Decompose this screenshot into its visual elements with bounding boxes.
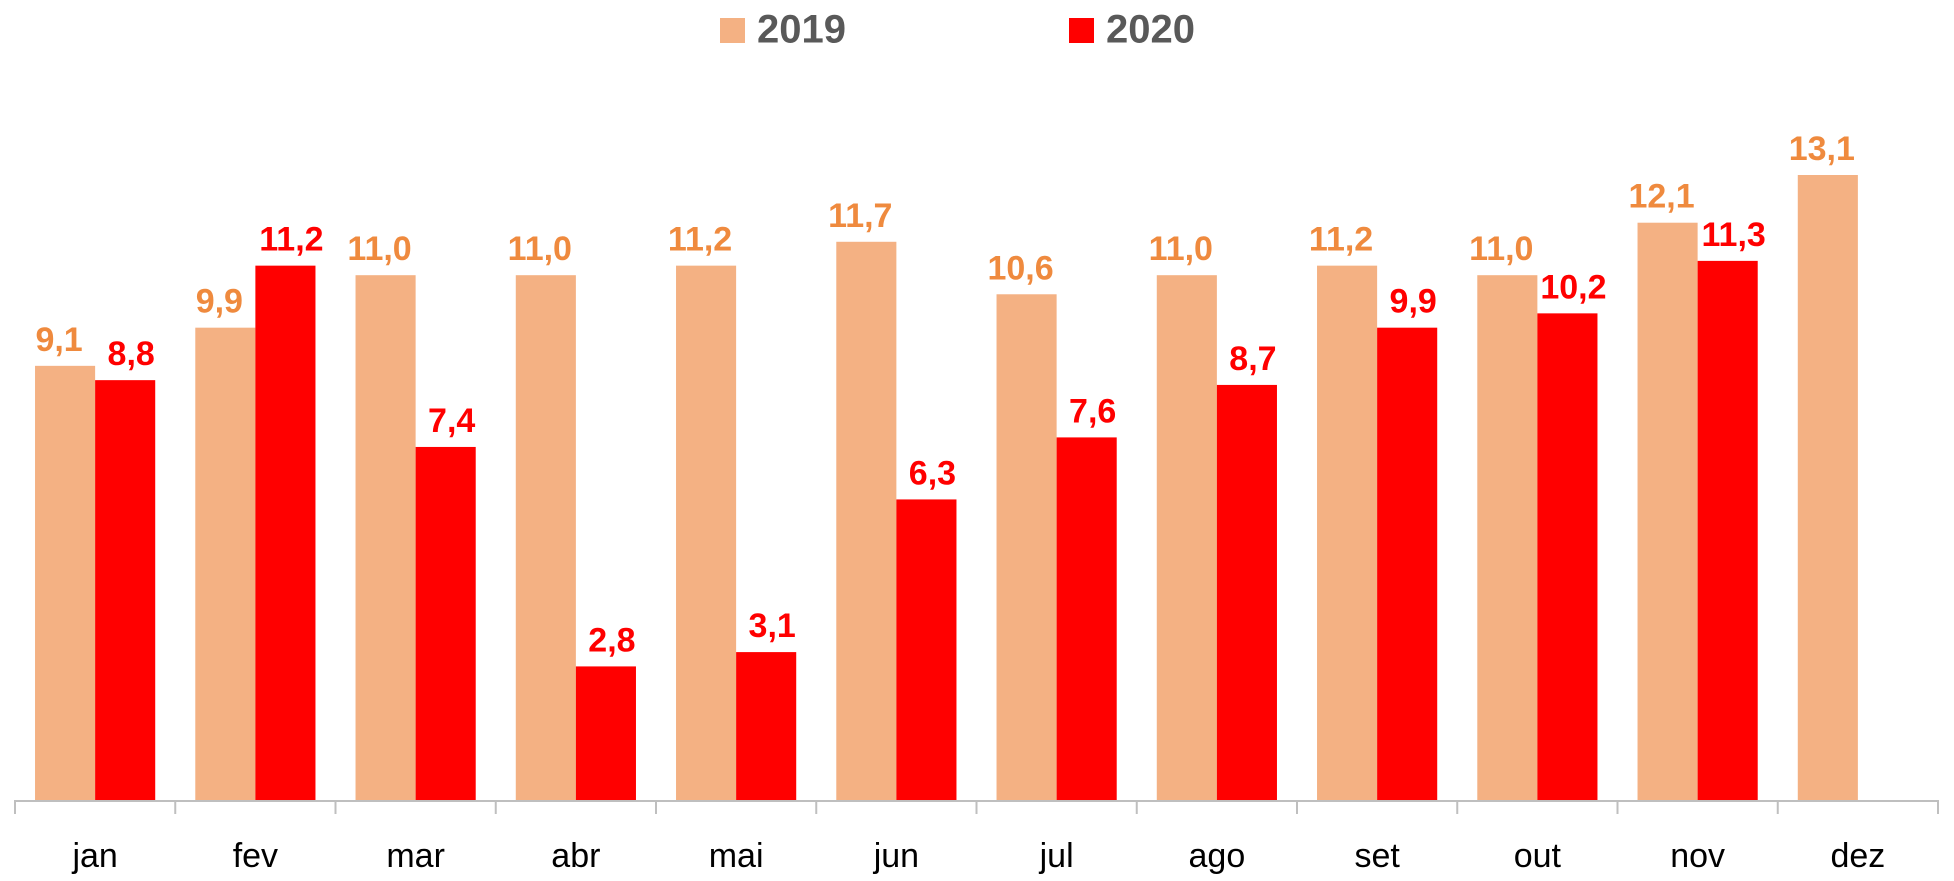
x-tick-label: dez bbox=[1830, 837, 1885, 875]
value-label: 11,2 bbox=[1309, 221, 1373, 259]
bar bbox=[1537, 313, 1598, 800]
bar bbox=[255, 265, 316, 800]
bar bbox=[1797, 175, 1858, 800]
x-tick-label: mar bbox=[386, 837, 445, 875]
value-label: 12,1 bbox=[1628, 178, 1694, 216]
x-tick-label: jun bbox=[873, 837, 919, 875]
bar bbox=[836, 241, 897, 801]
bar bbox=[35, 365, 96, 800]
value-label: 9,1 bbox=[35, 321, 82, 359]
value-label: 11,0 bbox=[508, 230, 572, 268]
value-label: 2,8 bbox=[588, 621, 635, 659]
value-label: 8,7 bbox=[1229, 340, 1276, 378]
bar bbox=[1056, 437, 1117, 800]
bar bbox=[1637, 222, 1698, 800]
bar bbox=[575, 666, 636, 800]
x-tick-label: fev bbox=[233, 837, 278, 875]
value-label: 11,7 bbox=[828, 197, 892, 235]
bar bbox=[996, 294, 1057, 800]
bar bbox=[195, 327, 256, 800]
bar bbox=[515, 275, 576, 801]
bar bbox=[1156, 275, 1217, 801]
legend-label: 2020 bbox=[1106, 8, 1195, 52]
x-tick-label: mai bbox=[709, 837, 764, 875]
legend-swatch bbox=[1069, 18, 1094, 43]
value-label: 6,3 bbox=[909, 454, 956, 492]
value-label: 7,6 bbox=[1069, 392, 1116, 430]
value-label: 9,9 bbox=[196, 283, 243, 321]
bar bbox=[415, 446, 476, 800]
bar bbox=[1317, 265, 1378, 800]
value-label: 11,0 bbox=[347, 230, 411, 268]
value-label: 3,1 bbox=[749, 607, 796, 645]
bar bbox=[896, 499, 957, 800]
legend-swatch bbox=[720, 18, 745, 43]
value-label: 11,0 bbox=[1469, 230, 1533, 268]
x-tick-label: jan bbox=[71, 837, 117, 875]
bar bbox=[1216, 384, 1277, 800]
value-label: 7,4 bbox=[428, 402, 475, 440]
x-tick-label: set bbox=[1354, 837, 1400, 875]
bar bbox=[95, 380, 156, 800]
bar bbox=[736, 652, 797, 800]
value-label: 13,1 bbox=[1789, 130, 1855, 168]
value-label: 11,3 bbox=[1702, 216, 1766, 254]
value-label: 10,2 bbox=[1540, 268, 1606, 306]
value-label: 9,9 bbox=[1390, 283, 1437, 321]
x-tick-label: ago bbox=[1189, 837, 1246, 875]
bar bbox=[355, 275, 416, 801]
x-tick-label: abr bbox=[551, 837, 600, 875]
bar bbox=[1697, 260, 1758, 800]
bar bbox=[1377, 327, 1438, 800]
value-label: 11,2 bbox=[259, 221, 323, 259]
value-label: 8,8 bbox=[108, 335, 155, 373]
x-tick-label: jul bbox=[1039, 837, 1074, 875]
x-tick-label: nov bbox=[1670, 837, 1725, 875]
value-label: 11,2 bbox=[668, 221, 732, 259]
value-label: 10,6 bbox=[987, 249, 1053, 287]
x-tick-label: out bbox=[1514, 837, 1562, 875]
value-label: 11,0 bbox=[1149, 230, 1213, 268]
legend-label: 2019 bbox=[757, 8, 846, 52]
bar bbox=[676, 265, 737, 800]
bar bbox=[1477, 275, 1538, 801]
